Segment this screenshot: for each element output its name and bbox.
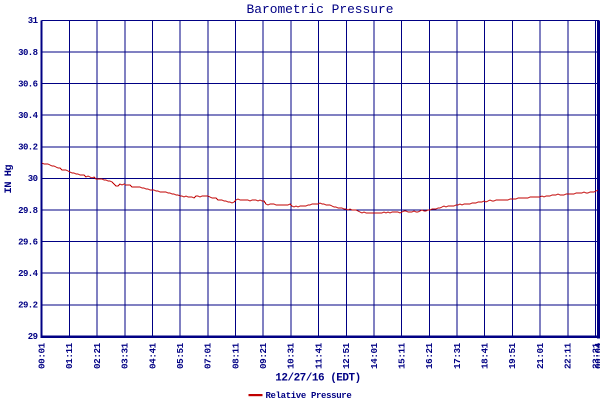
svg-text:15:11: 15:11	[397, 342, 408, 369]
svg-text:09:21: 09:21	[258, 342, 269, 369]
svg-text:03:31: 03:31	[120, 342, 131, 369]
svg-text:11:41: 11:41	[313, 342, 324, 369]
svg-text:29.2: 29.2	[18, 301, 38, 311]
svg-text:30.2: 30.2	[18, 143, 38, 153]
svg-text:17:31: 17:31	[452, 342, 463, 369]
svg-text:05:51: 05:51	[175, 342, 186, 369]
svg-text:08:11: 08:11	[230, 342, 241, 369]
svg-text:Relative Pressure: Relative Pressure	[266, 391, 352, 400]
svg-text:16:21: 16:21	[424, 342, 435, 369]
svg-text:23:21: 23:21	[590, 342, 600, 369]
svg-text:30.8: 30.8	[18, 48, 38, 58]
svg-text:12:51: 12:51	[341, 342, 352, 369]
svg-text:30: 30	[28, 174, 38, 184]
svg-text:29.8: 29.8	[18, 206, 38, 216]
svg-text:10:31: 10:31	[286, 342, 297, 369]
svg-text:30.6: 30.6	[18, 79, 38, 89]
svg-text:00:01: 00:01	[37, 342, 48, 369]
svg-text:00:04: 00:04	[593, 342, 600, 369]
svg-text:01:11: 01:11	[64, 342, 75, 369]
svg-text:04:41: 04:41	[147, 342, 158, 369]
svg-text:21:01: 21:01	[535, 342, 546, 369]
svg-text:22:11: 22:11	[563, 342, 574, 369]
svg-text:Barometric Pressure: Barometric Pressure	[247, 2, 394, 17]
svg-text:14:01: 14:01	[369, 342, 380, 369]
svg-text:12/27/16 (EDT): 12/27/16 (EDT)	[275, 373, 360, 385]
svg-text:29: 29	[28, 332, 38, 342]
svg-text:02:21: 02:21	[92, 342, 103, 369]
svg-text:IN Hg: IN Hg	[3, 165, 15, 194]
svg-text:18:41: 18:41	[480, 342, 491, 369]
svg-text:31: 31	[28, 16, 39, 26]
svg-text:29.4: 29.4	[18, 269, 39, 279]
svg-text:29.6: 29.6	[18, 237, 38, 247]
svg-text:07:01: 07:01	[203, 342, 214, 369]
svg-text:19:51: 19:51	[507, 342, 518, 369]
svg-text:30.4: 30.4	[18, 111, 39, 121]
